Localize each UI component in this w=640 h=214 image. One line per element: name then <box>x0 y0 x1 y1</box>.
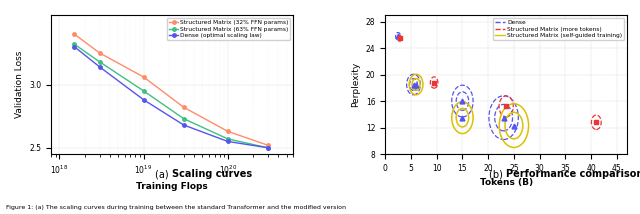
Y-axis label: Validation Loss: Validation Loss <box>15 51 24 118</box>
Structured Matrix (63% FFN params) <box>96 61 104 63</box>
Text: Figure 1: (a) The scaling curves during training between the standard Transforme: Figure 1: (a) The scaling curves during … <box>6 205 346 210</box>
Structured Matrix (63% FFN params) <box>180 117 188 120</box>
Dense (optimal scaling law) <box>180 124 188 126</box>
Structured Matrix (32% FFN params) <box>70 33 78 35</box>
Structured Matrix (32% FFN params) <box>180 106 188 108</box>
Structured Matrix (63% FFN params) <box>140 90 147 92</box>
Structured Matrix (63% FFN params) <box>224 138 232 140</box>
Line: Structured Matrix (32% FFN params): Structured Matrix (32% FFN params) <box>72 32 269 147</box>
Dense (optimal scaling law) <box>96 65 104 68</box>
Legend: Dense, Structured Matrix (more tokens), Structured Matrix (self-guided training): Dense, Structured Matrix (more tokens), … <box>493 18 624 40</box>
X-axis label: Training Flops: Training Flops <box>136 182 208 191</box>
Text: (b): (b) <box>489 169 506 179</box>
Dense (optimal scaling law) <box>224 140 232 143</box>
Dense (optimal scaling law) <box>264 146 272 149</box>
Text: (a): (a) <box>156 169 172 179</box>
X-axis label: Tokens (B): Tokens (B) <box>479 178 532 187</box>
Legend: Structured Matrix (32% FFN params), Structured Matrix (63% FFN params), Dense (o: Structured Matrix (32% FFN params), Stru… <box>167 18 291 40</box>
Structured Matrix (32% FFN params) <box>96 52 104 54</box>
Structured Matrix (63% FFN params) <box>70 43 78 45</box>
Text: Scaling curves: Scaling curves <box>172 169 252 179</box>
Structured Matrix (32% FFN params) <box>140 76 147 78</box>
Dense (optimal scaling law) <box>70 45 78 48</box>
Line: Structured Matrix (63% FFN params): Structured Matrix (63% FFN params) <box>72 42 269 150</box>
Structured Matrix (32% FFN params) <box>224 130 232 133</box>
Y-axis label: Perplexity: Perplexity <box>351 62 360 107</box>
Dense (optimal scaling law) <box>140 98 147 101</box>
Text: Performance comparisons: Performance comparisons <box>506 169 640 179</box>
Structured Matrix (32% FFN params) <box>264 144 272 147</box>
Structured Matrix (63% FFN params) <box>264 146 272 149</box>
Line: Dense (optimal scaling law): Dense (optimal scaling law) <box>72 45 269 150</box>
